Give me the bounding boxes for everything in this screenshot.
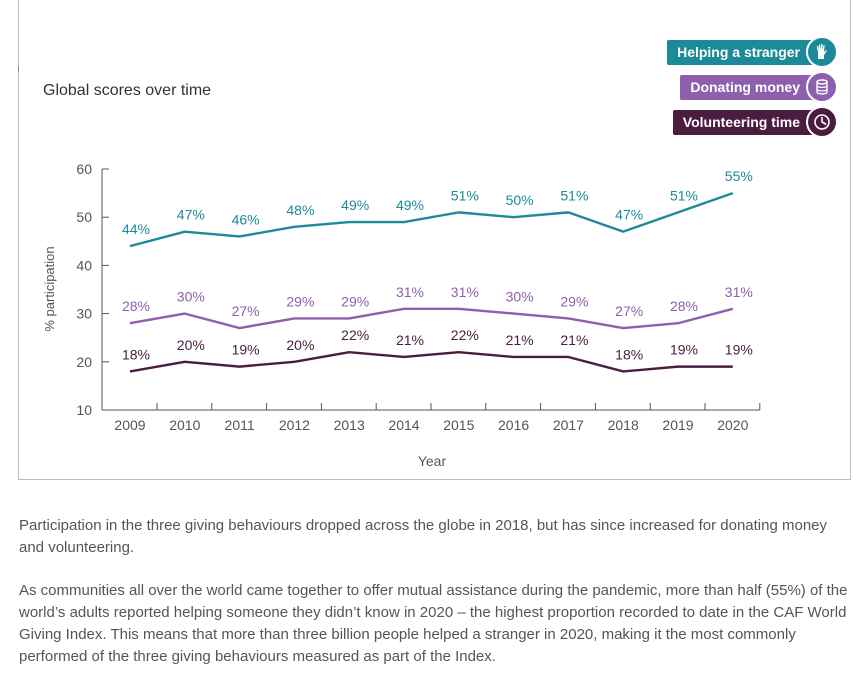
y-axis-title: % participation [42, 246, 57, 331]
x-tick-label: 2015 [443, 417, 474, 433]
series-line-1 [129, 307, 734, 330]
data-label: 18% [615, 346, 643, 362]
legend-item-helping: Helping a stranger [667, 36, 838, 68]
x-tick-label: 2019 [662, 417, 693, 433]
coins-icon [806, 71, 838, 103]
data-label: 51% [451, 187, 479, 203]
data-label: 20% [177, 337, 205, 353]
data-label: 30% [177, 289, 205, 305]
x-tick-label: 2018 [608, 417, 639, 433]
data-label: 18% [122, 346, 150, 362]
data-label: 19% [232, 342, 260, 358]
y-tick-label: 20 [76, 354, 92, 370]
data-label: 21% [396, 332, 424, 348]
data-label: 31% [396, 284, 424, 300]
data-label: 27% [615, 303, 643, 319]
data-label: 31% [725, 284, 753, 300]
x-tick-label: 2016 [498, 417, 529, 433]
y-tick-label: 10 [76, 402, 92, 418]
y-tick-label: 40 [76, 257, 92, 273]
line-chart: 10 20 30 40 50 60 2009 2010 2011 2012 2013 2014 2015… [42, 161, 761, 469]
data-label: 50% [506, 192, 534, 208]
series-line-0 [129, 191, 734, 248]
data-label: 48% [286, 202, 314, 218]
data-label: 31% [451, 284, 479, 300]
y-tick-label: 30 [76, 306, 92, 322]
data-label: 21% [560, 332, 588, 348]
series-line-2 [129, 350, 733, 373]
legend-item-donating: Donating money [667, 71, 838, 103]
data-label: 20% [286, 337, 314, 353]
data-label: 28% [670, 298, 698, 314]
data-label: 51% [560, 187, 588, 203]
data-label: 46% [232, 211, 260, 227]
data-label: 27% [232, 303, 260, 319]
data-label: 22% [451, 327, 479, 343]
x-tick-label: 2009 [114, 417, 145, 433]
data-label: 22% [341, 327, 369, 343]
x-tick-label: 2014 [388, 417, 419, 433]
y-tick-label: 60 [76, 161, 92, 177]
y-tick-label: 50 [76, 209, 92, 225]
data-label: 49% [396, 197, 424, 213]
data-label: 29% [341, 293, 369, 309]
x-tick-label: 2013 [334, 417, 365, 433]
data-label: 55% [725, 168, 753, 184]
data-label: 28% [122, 298, 150, 314]
caption-paragraph-2: As communities all over the world came t… [19, 582, 848, 665]
data-label: 21% [506, 332, 534, 348]
caption-paragraph-1: Participation in the three giving behavi… [19, 517, 828, 556]
data-label: 30% [506, 289, 534, 305]
data-label: 19% [725, 342, 753, 358]
x-tick-label: 2010 [169, 417, 200, 433]
data-label: 51% [670, 187, 698, 203]
data-label: 19% [670, 342, 698, 358]
x-tick-label: 2020 [717, 417, 748, 433]
chart-frame [18, 0, 851, 480]
hand-icon [806, 36, 838, 68]
data-label: 44% [122, 221, 150, 237]
legend: Helping a stranger Donating money Volunt… [667, 36, 838, 144]
frame-corner-tick [18, 66, 19, 72]
data-label: 29% [560, 293, 588, 309]
x-tick-label: 2011 [225, 417, 255, 433]
legend-item-volunteering: Volunteering time [667, 106, 838, 138]
data-label: 29% [286, 293, 314, 309]
x-axis-title: Year [418, 453, 447, 469]
x-tick-label: 2017 [553, 417, 584, 433]
chart-title: Global scores over time [43, 82, 212, 99]
data-label: 47% [615, 207, 643, 223]
data-label: 49% [341, 197, 369, 213]
clock-icon [806, 106, 838, 138]
x-tick-label: 2012 [279, 417, 310, 433]
data-label: 47% [177, 207, 205, 223]
